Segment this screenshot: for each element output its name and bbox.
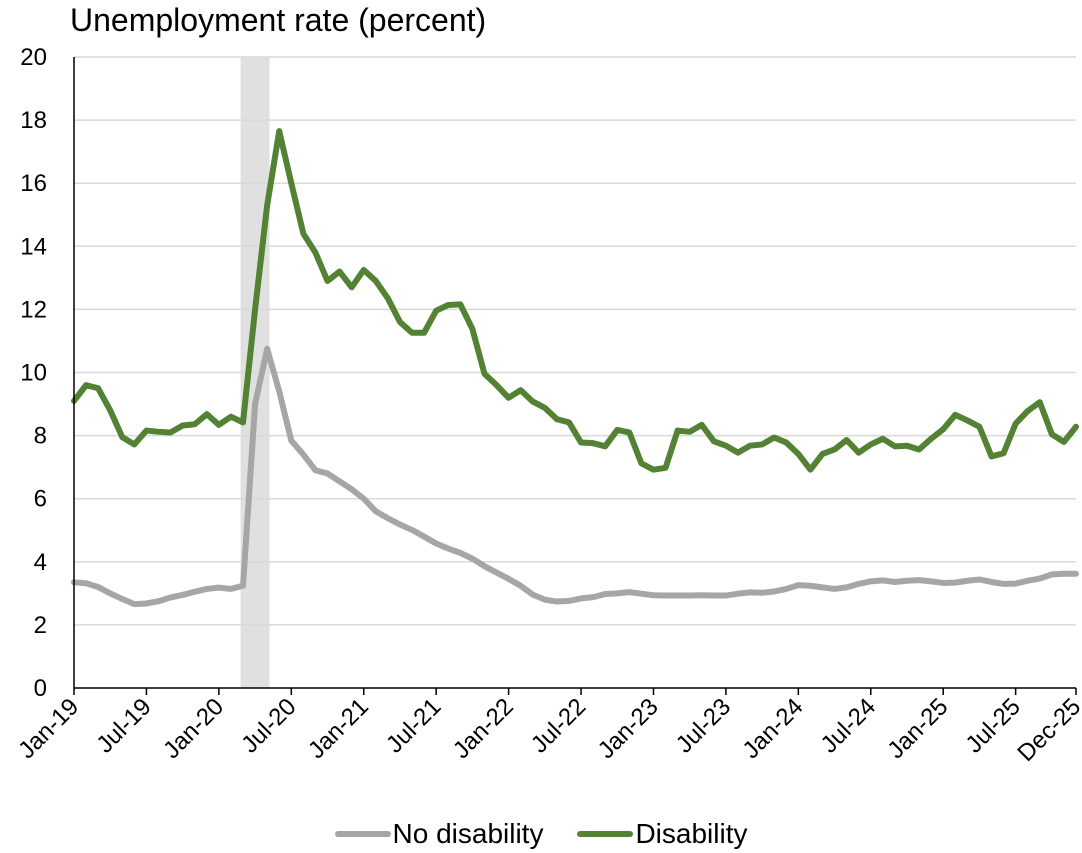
legend-item-disability: Disability: [577, 818, 747, 850]
series-line-disability: [71, 128, 1079, 473]
x-tick-label: Jan-20: [158, 693, 229, 764]
x-tick-label: Jan-24: [738, 693, 809, 764]
y-tick-label: 6: [34, 486, 47, 513]
legend-label-no-disability: No disability: [392, 818, 544, 849]
legend-item-no-disability: No disability: [334, 818, 544, 850]
x-tick-label: Jan-21: [303, 693, 374, 764]
x-tick-label: Jan-22: [448, 693, 519, 764]
legend-label-disability: Disability: [635, 818, 748, 849]
legend-swatch-no-disability: [334, 831, 391, 837]
x-tick-label: Jan-23: [593, 693, 664, 764]
x-tick-label: Jul-23: [671, 693, 736, 758]
x-tick-label: Jul-22: [526, 693, 591, 758]
x-axis-ticks: Jan-19 Jul-19 Jan-20 Jul-20 Jan-21 Jul-21 Jan-…: [13, 693, 1082, 767]
y-tick-label: 2: [34, 612, 47, 639]
x-tick-label: Jul-20: [236, 693, 301, 758]
series-lines: [71, 128, 1079, 608]
x-tick-label: Dec-25: [1012, 693, 1082, 767]
y-tick-label: 4: [34, 549, 47, 576]
legend-swatch-disability: [577, 831, 634, 837]
y-tick-label: 18: [20, 107, 47, 134]
gridlines: [74, 56, 1076, 626]
x-tick-label: Jan-19: [13, 693, 84, 764]
y-tick-label: 8: [34, 423, 47, 450]
x-tick-label: Jul-24: [816, 693, 881, 758]
y-axis-ticks: 0 2 4 6 8 10 12 14 16 18 20: [20, 44, 47, 702]
y-tick-label: 20: [20, 44, 47, 71]
y-tick-label: 12: [20, 296, 47, 323]
y-tick-label: 14: [20, 233, 47, 260]
x-tick-label: Jul-19: [91, 693, 156, 758]
legend: No disability Disability: [0, 816, 1082, 852]
chart-title: Unemployment rate (percent): [70, 2, 487, 38]
x-tick-label: Jul-21: [381, 693, 446, 758]
y-tick-label: 10: [20, 360, 47, 387]
y-tick-label: 16: [20, 170, 47, 197]
series-line-no-disability: [71, 345, 1079, 608]
y-tick-label: 0: [34, 675, 47, 702]
axes: [73, 57, 1077, 695]
x-tick-label: Jan-25: [882, 693, 953, 764]
